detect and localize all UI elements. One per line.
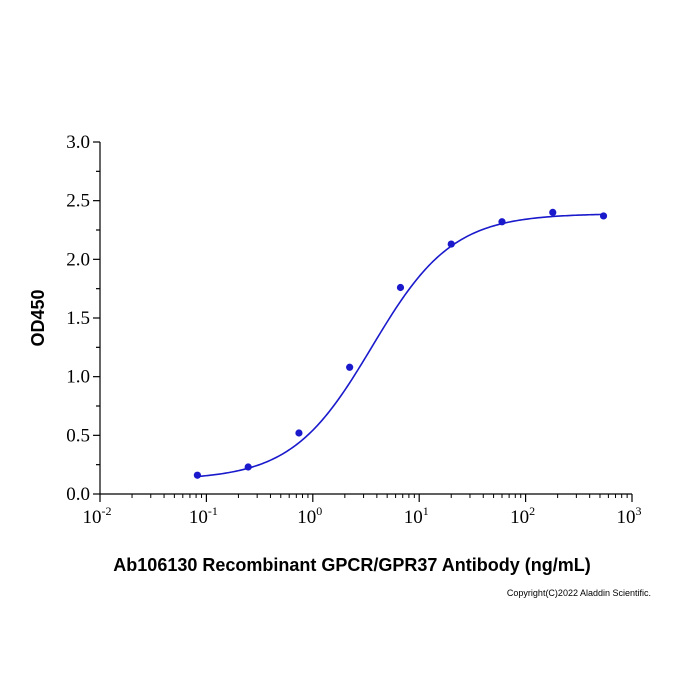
copyright-text: Copyright(C)2022 Aladdin Scientific. <box>507 588 651 598</box>
x-tick-label: 102 <box>510 504 535 528</box>
axes: 0.0 0.5 1.0 1.5 2.0 2.5 3.0 10-2 10-1 100 101 102 10… <box>66 132 641 528</box>
data-point <box>244 463 252 471</box>
x-axis-title: Ab106130 Recombinant GPCR/GPR37 Antibody… <box>113 555 590 575</box>
y-tick-label: 2.0 <box>66 249 90 270</box>
x-tick-label: 10-1 <box>189 504 218 528</box>
fit-curve-layer <box>197 213 604 478</box>
data-point <box>346 363 354 371</box>
data-points-layer <box>193 208 608 479</box>
data-point <box>599 212 608 220</box>
x-tick-label: 103 <box>617 504 642 528</box>
y-tick-label: 0.5 <box>66 425 90 446</box>
data-point <box>498 218 506 226</box>
data-point <box>295 429 303 437</box>
data-point <box>396 283 405 292</box>
y-tick-label: 3.0 <box>66 132 90 153</box>
fit-curve <box>197 213 604 478</box>
x-tick-label: 10-2 <box>83 504 112 528</box>
data-point <box>193 471 201 479</box>
y-axis-title: OD450 <box>28 289 48 346</box>
data-point <box>549 208 557 216</box>
y-tick-label: 1.0 <box>66 367 90 388</box>
x-tick-label: 101 <box>404 504 429 528</box>
y-tick-label: 2.5 <box>66 191 90 212</box>
y-tick-label: 1.5 <box>66 308 90 329</box>
x-tick-label: 100 <box>297 504 322 528</box>
data-point <box>447 240 455 248</box>
y-tick-label: 0.0 <box>66 484 90 505</box>
